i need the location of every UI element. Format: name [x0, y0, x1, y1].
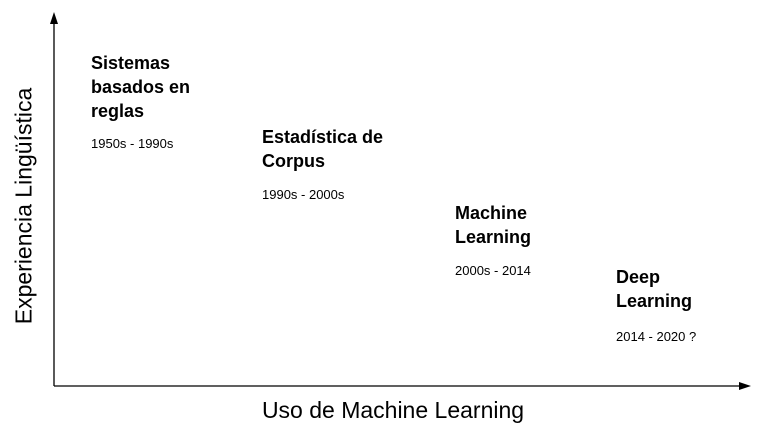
- y-axis-arrowhead: [50, 12, 58, 24]
- stage-period-rule-based: 1950s - 1990s: [91, 136, 174, 151]
- stage-period-deep-learning: 2014 - 2020 ?: [616, 329, 697, 344]
- stage-title-corpus-statistics: Estadística de Corpus: [262, 127, 384, 171]
- stage-period-corpus-statistics: 1990s - 2000s: [262, 187, 345, 202]
- stage-period-machine-learning: 2000s - 2014: [455, 263, 531, 278]
- x-axis-label: Uso de Machine Learning: [261, 397, 525, 423]
- y-axis-label: Experiencia Lingüística: [10, 87, 37, 325]
- stage-title-rule-based: Sistemas basados en reglas: [91, 53, 191, 121]
- stage-title-machine-learning: Machine Learning: [455, 203, 532, 247]
- x-axis-arrowhead: [739, 382, 751, 390]
- stage-title-deep-learning: Deep Learning: [616, 267, 693, 311]
